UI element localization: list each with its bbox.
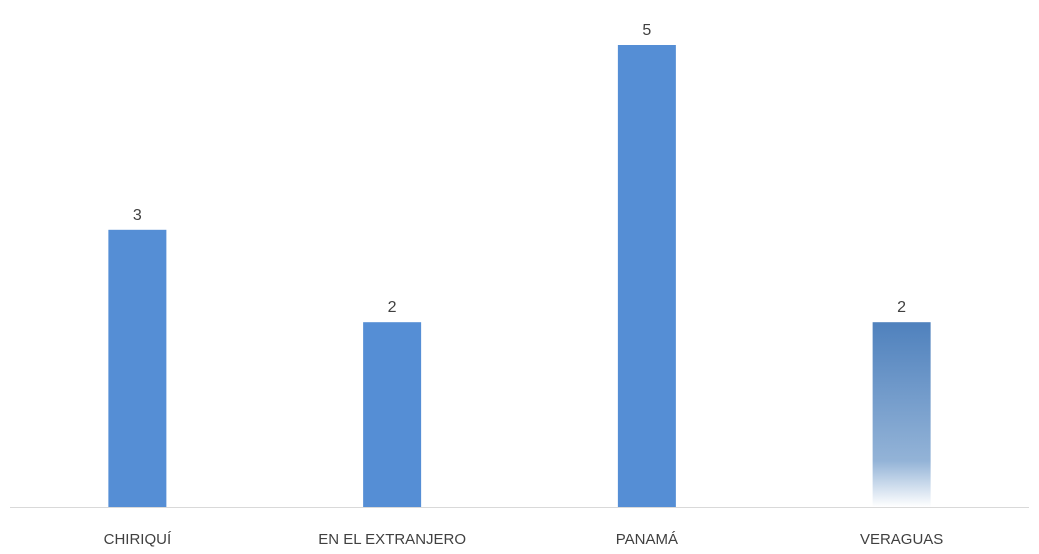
bars-layer bbox=[108, 45, 931, 508]
data-label-0: 3 bbox=[133, 207, 142, 224]
x-tick-labels-layer: CHIRIQUÍ EN EL EXTRANJERO PANAMÁ VERAGUAS bbox=[104, 531, 944, 548]
data-label-2: 5 bbox=[642, 22, 651, 39]
x-tick-label-0: CHIRIQUÍ bbox=[104, 531, 172, 548]
x-tick-label-1: EN EL EXTRANJERO bbox=[318, 531, 466, 548]
data-label-1: 2 bbox=[388, 299, 397, 316]
data-labels-layer: 3 2 5 2 bbox=[133, 22, 906, 316]
x-tick-label-3: VERAGUAS bbox=[860, 531, 943, 548]
bar-0 bbox=[108, 229, 167, 508]
x-tick-label-2: PANAMÁ bbox=[616, 531, 678, 548]
bar-3 bbox=[872, 322, 931, 507]
bar-1 bbox=[363, 322, 422, 507]
data-label-3: 2 bbox=[897, 299, 906, 316]
bar-2 bbox=[617, 45, 676, 507]
